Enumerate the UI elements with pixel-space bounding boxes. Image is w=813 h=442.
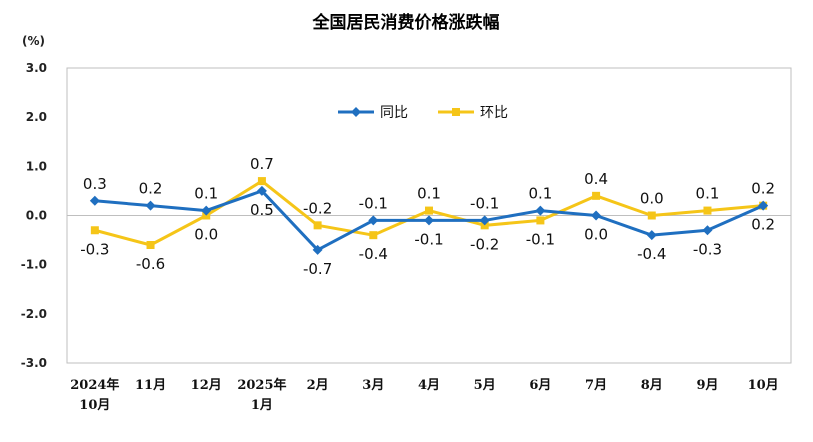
- series-point: [369, 231, 378, 240]
- data-label: 0.0: [584, 226, 608, 244]
- data-label: -0.4: [637, 245, 666, 263]
- series-point: [758, 200, 769, 211]
- data-label: 0.1: [528, 185, 552, 203]
- data-label: 0.2: [751, 216, 775, 234]
- series-point: [425, 206, 433, 215]
- data-label: -0.7: [303, 260, 332, 278]
- data-label: -0.1: [359, 194, 388, 212]
- data-label: 0.2: [139, 180, 163, 198]
- data-label: -0.1: [526, 230, 555, 248]
- y-axis: 3.0 2.0 1.0 0.0 -1.0 -2.0 -3.0: [21, 61, 47, 370]
- data-label: 0.3: [83, 175, 107, 193]
- y-tick-label: -3.0: [21, 356, 47, 370]
- series-point: [702, 225, 713, 236]
- series-point: [201, 205, 212, 216]
- x-tick-label: 4月: [418, 378, 440, 393]
- y-tick-label: 3.0: [26, 61, 47, 75]
- x-tick-label: 6月: [529, 378, 551, 393]
- x-tick-label: 3月: [362, 378, 384, 393]
- series-point: [646, 230, 657, 241]
- series-point: [424, 215, 434, 226]
- data-labels: 0.3 -0.3 0.2 -0.6 0.1 0.0 0.5 0.7 -0.7 -0.2 -0.1 -0…: [80, 155, 775, 278]
- data-label: -0.1: [414, 230, 443, 248]
- series-point: [257, 177, 266, 186]
- y-tick-label: 0.0: [26, 209, 47, 223]
- x-tick-label: 8月: [641, 378, 663, 393]
- legend-label: 环比: [480, 105, 508, 121]
- y-tick-label: 1.0: [26, 159, 47, 173]
- series-point: [90, 226, 99, 235]
- series-point: [592, 191, 601, 200]
- data-label: -0.2: [303, 199, 332, 217]
- data-label: -0.6: [136, 255, 165, 273]
- series-point: [89, 195, 100, 206]
- series-group: [89, 177, 769, 255]
- x-tick-label: 7月: [585, 378, 607, 393]
- legend: 同比 环比: [338, 105, 508, 121]
- data-label: -0.2: [470, 235, 499, 253]
- data-label: 0.5: [250, 201, 274, 219]
- series-point: [591, 210, 602, 221]
- x-tick-label: 12月: [191, 378, 222, 393]
- data-label: 0.0: [194, 226, 218, 244]
- data-label: 0.4: [584, 170, 608, 188]
- legend-marker: [351, 107, 361, 117]
- x-tick-label: 1月: [251, 398, 273, 413]
- series-point: [312, 244, 323, 255]
- series-point: [256, 185, 267, 196]
- data-label: 0.1: [417, 185, 441, 203]
- data-label: 0.1: [194, 185, 218, 203]
- x-tick-label: 10月: [79, 398, 110, 413]
- y-tick-label: -2.0: [21, 307, 47, 321]
- x-tick-label: 5月: [474, 378, 496, 393]
- x-tick-label: 2月: [307, 378, 329, 393]
- x-axis: 2024年 10月 11月 12月 2025年 1月 2月 3月 4月 5月 6月 7月 8月 9月 10月: [70, 377, 778, 413]
- data-label: -0.4: [359, 245, 388, 263]
- series-point: [536, 216, 545, 225]
- data-label: -0.3: [80, 240, 109, 258]
- legend-marker: [452, 108, 460, 116]
- data-label: 0.2: [751, 180, 775, 198]
- y-tick-label: 2.0: [26, 110, 47, 124]
- series-point: [368, 215, 379, 226]
- series-point: [479, 215, 490, 226]
- series-point: [313, 221, 322, 230]
- x-tick-label: 10月: [748, 378, 779, 393]
- x-tick-label: 11月: [135, 378, 166, 393]
- x-tick-label: 9月: [696, 378, 718, 393]
- legend-label: 同比: [380, 105, 408, 121]
- y-axis-unit-label: (%): [22, 34, 45, 48]
- x-tick-label: 2024年: [70, 377, 119, 393]
- series-point: [703, 206, 712, 215]
- y-tick-label: -1.0: [21, 258, 47, 272]
- data-label: 0.0: [640, 190, 664, 208]
- series-point: [146, 241, 155, 249]
- data-label: -0.1: [470, 194, 499, 212]
- series-point: [647, 211, 656, 220]
- chart-title: 全国居民消费价格涨跌幅: [312, 12, 500, 33]
- data-label: -0.3: [693, 240, 722, 258]
- x-tick-label: 2025年: [237, 377, 286, 393]
- data-label: 0.7: [250, 155, 274, 173]
- data-label: 0.1: [696, 185, 720, 203]
- series-point: [145, 200, 156, 211]
- series-point: [535, 205, 546, 216]
